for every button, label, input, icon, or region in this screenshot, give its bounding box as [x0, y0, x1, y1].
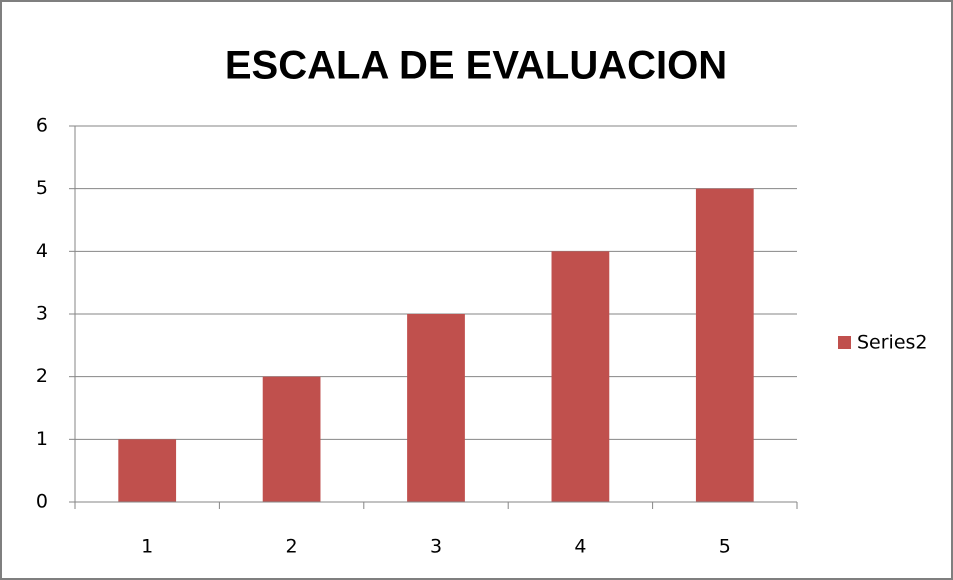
legend-swatch: [838, 336, 851, 349]
x-tick-label: 1: [141, 536, 153, 558]
bar: [118, 439, 177, 502]
y-tick-label: 6: [36, 115, 48, 137]
y-tick-label: 5: [36, 177, 48, 199]
x-tick-label: 5: [719, 536, 731, 558]
bar: [551, 251, 610, 502]
chart-title: ESCALA DE EVALUACION: [225, 44, 727, 88]
x-tick-label: 2: [286, 536, 298, 558]
x-tick-label: 4: [574, 536, 586, 558]
x-tick-label: 3: [430, 536, 442, 558]
y-tick-label: 1: [36, 428, 48, 450]
legend-label: Series2: [857, 332, 928, 354]
bar: [695, 188, 754, 502]
y-tick-label: 4: [36, 240, 48, 262]
bar: [262, 376, 321, 502]
bar: [407, 314, 465, 502]
y-tick-label: 0: [36, 491, 48, 513]
y-tick-label: 3: [36, 303, 48, 325]
y-tick-label: 2: [36, 365, 48, 387]
